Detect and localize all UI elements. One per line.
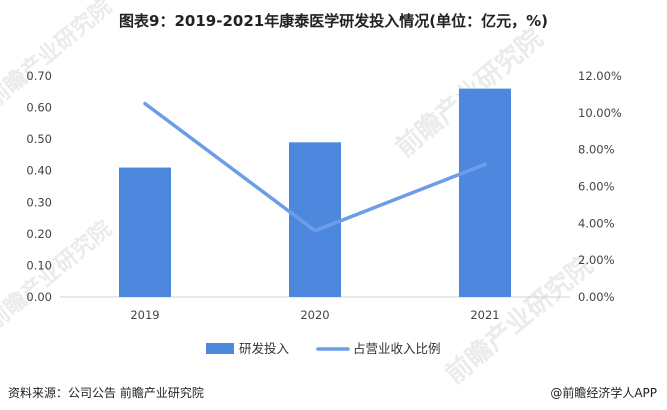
y-left-tick-label: 0.00 <box>26 290 52 304</box>
watermark: 前瞻产业研究院 <box>0 216 117 335</box>
y-right-tick-label: 0.00% <box>578 290 615 304</box>
brand-label: @前瞻经济学人APP <box>550 386 657 400</box>
legend-line-label: 占营业收入比例 <box>353 341 441 356</box>
x-tick-label: 2020 <box>300 308 329 322</box>
legend: 研发投入 占营业收入比例 <box>206 341 441 356</box>
y-right-tick-label: 6.00% <box>578 180 615 194</box>
y-left-tick-label: 0.70 <box>26 69 52 83</box>
y-left-tick-label: 0.30 <box>26 195 52 209</box>
bar <box>119 167 171 297</box>
watermark: 前瞻产业研究院 <box>0 0 117 113</box>
y-right-tick-label: 2.00% <box>578 253 615 267</box>
source-note: 资料来源：公司公告 前瞻产业研究院 <box>8 386 204 400</box>
chart-title: 图表9：2019-2021年康泰医学研发投入情况(单位：亿元，%) <box>119 12 548 30</box>
x-tick-label: 2019 <box>130 308 159 322</box>
legend-bar-swatch <box>206 343 234 354</box>
y-right-tick-label: 8.00% <box>578 143 615 157</box>
y-right-tick-label: 10.00% <box>578 106 622 120</box>
line-series <box>143 101 487 233</box>
bar-series <box>119 88 511 297</box>
y-left-tick-label: 0.10 <box>26 258 52 272</box>
x-tick-label: 2021 <box>470 308 499 322</box>
y-right-tick-label: 4.00% <box>578 216 615 230</box>
y-left-tick-label: 0.50 <box>26 132 52 146</box>
bar <box>459 88 511 297</box>
y-left-tick-label: 0.60 <box>26 101 52 115</box>
legend-bar-label: 研发投入 <box>239 341 290 356</box>
bar <box>289 142 341 297</box>
y-left-tick-label: 0.40 <box>26 164 52 178</box>
y-right-tick-label: 12.00% <box>578 69 622 83</box>
series-line <box>143 101 487 233</box>
y-left-tick-label: 0.20 <box>26 227 52 241</box>
